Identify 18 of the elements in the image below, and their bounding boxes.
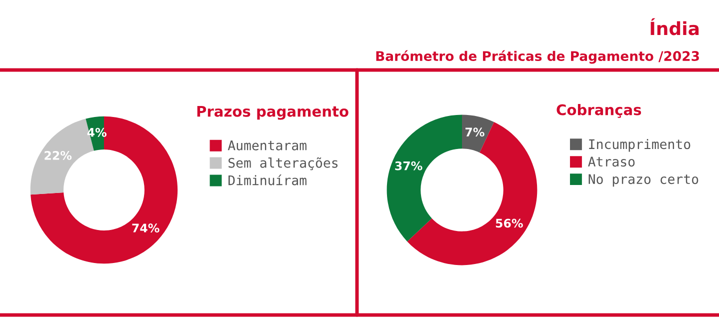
donut-slice xyxy=(386,114,462,242)
legend-label: Incumprimento xyxy=(589,138,690,152)
chart-title: Prazos pagamento xyxy=(197,106,348,120)
legend-label: No prazo certo xyxy=(588,174,698,187)
donut-slice xyxy=(462,114,494,153)
data-label: 56% xyxy=(496,218,523,228)
chart-title: Cobranças xyxy=(556,104,642,118)
donut-slice xyxy=(30,116,178,264)
data-label: 22% xyxy=(44,150,72,160)
legend-label: Atraso xyxy=(588,156,635,167)
text: Barómetro de Práticas de Pagamento /2023 xyxy=(376,50,699,64)
legend-label: Diminuíram xyxy=(228,174,306,186)
text: Índia xyxy=(650,18,699,36)
data-label: 37% xyxy=(395,161,422,170)
legend-label: Aumentaram xyxy=(228,140,306,150)
data-label: 7% xyxy=(465,128,484,137)
data-label: 74% xyxy=(132,224,160,232)
legend-label: Sem alterações xyxy=(228,157,338,170)
